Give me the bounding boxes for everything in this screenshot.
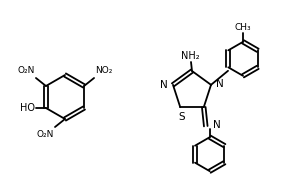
- Text: O₂N: O₂N: [37, 130, 54, 139]
- Text: NO₂: NO₂: [95, 66, 112, 75]
- Text: S: S: [178, 112, 184, 122]
- Text: N: N: [213, 120, 220, 130]
- Text: CH₃: CH₃: [235, 23, 251, 32]
- Text: HO: HO: [20, 103, 35, 113]
- Text: N: N: [216, 79, 224, 89]
- Text: N: N: [160, 80, 168, 90]
- Text: O₂N: O₂N: [18, 66, 35, 75]
- Text: NH₂: NH₂: [181, 51, 199, 61]
